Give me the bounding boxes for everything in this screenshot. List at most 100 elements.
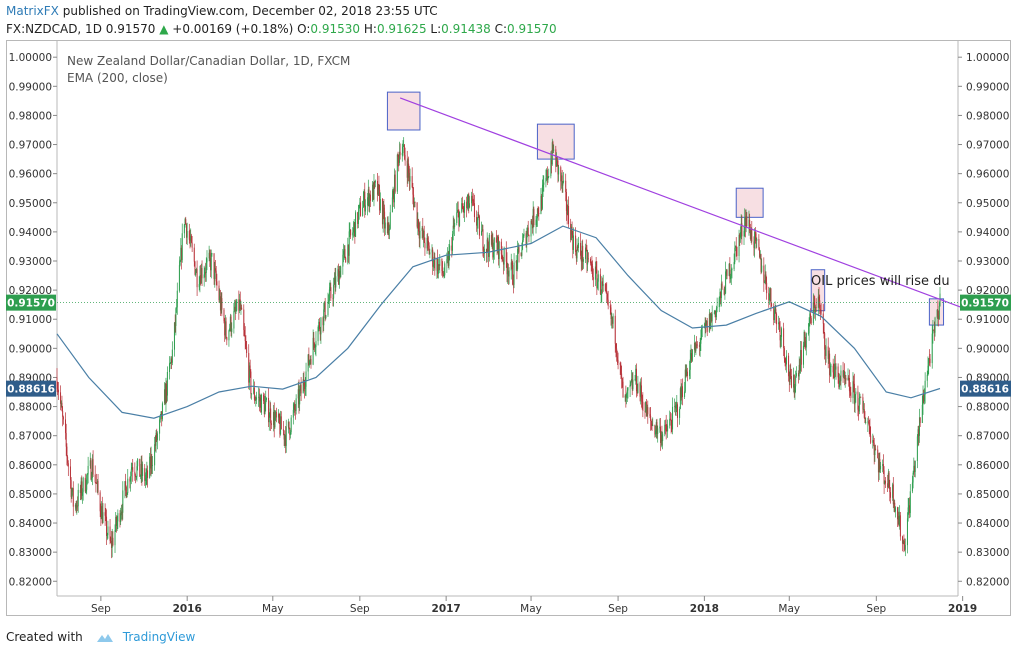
candle-body [863, 409, 865, 410]
candle-body [884, 480, 886, 484]
candle-body [561, 175, 563, 186]
candle-body [214, 268, 216, 271]
candle-body [710, 313, 712, 329]
candle-body [695, 344, 697, 351]
candle-body [287, 421, 289, 427]
candle-body [606, 293, 608, 300]
candle-body [611, 317, 613, 324]
candle-body [260, 397, 262, 413]
author-link[interactable]: MatrixFX [6, 4, 59, 18]
candle-body [713, 312, 715, 314]
candle-body [704, 323, 706, 328]
candle-body [923, 393, 925, 402]
candle-body [491, 239, 493, 245]
candle-body [268, 417, 270, 423]
candle-body [718, 297, 720, 308]
candle-body [185, 224, 187, 238]
candle-body [500, 241, 502, 255]
candle-body [611, 317, 613, 319]
candle-body [716, 307, 718, 309]
candle-body [586, 249, 588, 265]
candle-body [97, 480, 99, 493]
candle-body [773, 310, 775, 321]
candle-body [548, 176, 550, 177]
candle-body [451, 245, 453, 251]
candle-body [349, 229, 351, 232]
candle-body [741, 223, 743, 237]
candle-body [245, 340, 247, 347]
candle-body [894, 507, 896, 512]
candle-body [570, 223, 572, 240]
candle-body [914, 461, 916, 472]
candle-body [468, 203, 470, 208]
candle-body [758, 239, 760, 250]
candle-body [238, 299, 240, 311]
candle-body [685, 369, 687, 377]
candle-body [355, 212, 357, 237]
candle-body [904, 545, 906, 550]
candle-body [635, 368, 637, 380]
candle-body [382, 207, 384, 225]
candle-body [619, 362, 621, 365]
candle-body [626, 393, 628, 398]
candle-body [294, 404, 296, 410]
candle-body [302, 379, 304, 394]
candle-body [577, 242, 579, 248]
candle-body [919, 417, 921, 424]
candle-body [90, 460, 92, 480]
candle-body [495, 237, 497, 243]
candle-body [847, 377, 849, 381]
chart-legend-title: New Zealand Dollar/Canadian Dollar, 1D, … [67, 54, 350, 68]
candle-body [501, 254, 503, 260]
candle-body [679, 388, 681, 409]
candle-body [889, 492, 891, 498]
candle-body [753, 241, 755, 249]
candle-body [488, 234, 490, 257]
candle-body [914, 465, 916, 472]
candle-body [206, 258, 208, 263]
candle-body [236, 299, 238, 311]
candle-body [508, 270, 510, 277]
candle-body [437, 264, 439, 274]
candle-body [640, 385, 642, 397]
candle-body [621, 378, 623, 382]
candle-body [399, 151, 401, 156]
candle-body [384, 222, 386, 229]
candle-body [839, 380, 841, 388]
candle-body [401, 152, 403, 156]
candle-body [641, 398, 643, 402]
candle-body [720, 292, 722, 299]
candle-body [384, 211, 386, 229]
candle-body [556, 156, 558, 161]
candle-body [67, 456, 69, 464]
candle-body [120, 515, 122, 523]
candle-body [659, 426, 661, 429]
candle-body [873, 442, 875, 456]
candle-body [447, 256, 449, 266]
candle-body [89, 460, 91, 466]
candle-body [913, 465, 915, 473]
y-tick-label-right: 1.00000 [966, 52, 1009, 64]
candle-body [738, 234, 740, 256]
candle-body [215, 270, 217, 282]
candle-body [657, 428, 659, 434]
candle-body [634, 379, 636, 380]
candle-body [107, 526, 109, 536]
candle-body [647, 407, 649, 415]
candle-body [506, 261, 508, 275]
candle-body [665, 424, 667, 431]
y-tick-label-left: 0.92000 [9, 285, 52, 297]
candle-body [178, 265, 180, 291]
candle-body [711, 313, 713, 322]
y-tick-label-right: 0.97000 [966, 140, 1009, 152]
candle-body [154, 444, 156, 446]
candle-body [843, 371, 845, 377]
tradingview-brand[interactable]: TradingView [122, 630, 196, 644]
candle-body [120, 511, 122, 516]
candle-body [275, 412, 277, 418]
candle-body [461, 203, 463, 209]
candle-body [745, 216, 747, 228]
candle-body [819, 300, 821, 310]
candle-body [629, 384, 631, 388]
